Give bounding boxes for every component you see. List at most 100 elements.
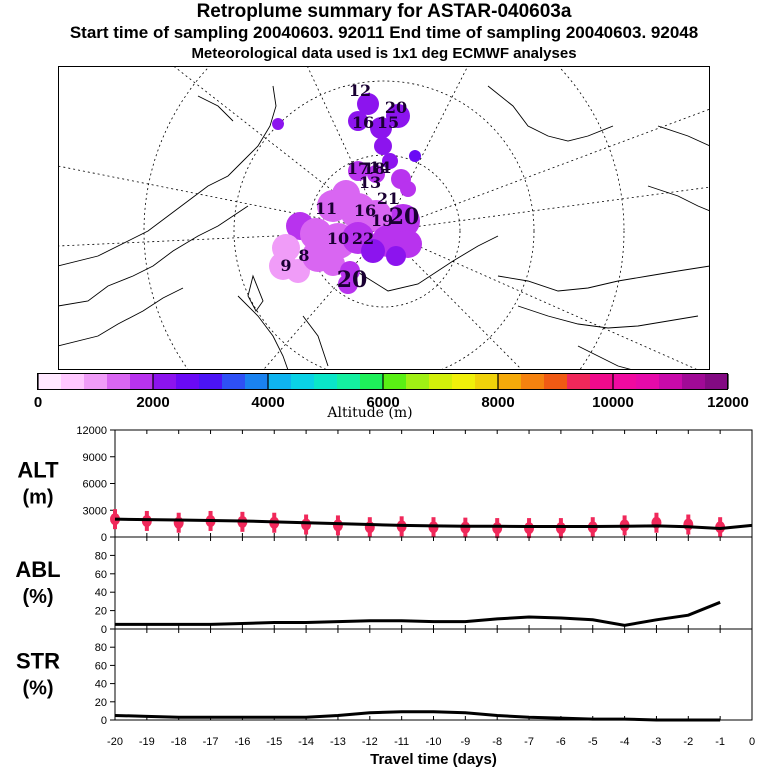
colorbar-cell [682, 374, 706, 389]
day-label: 22 [352, 229, 374, 248]
colorbar-tick-label: 2000 [136, 394, 169, 411]
colorbar-cell [383, 374, 407, 389]
panel-unit: (%) [22, 586, 53, 608]
x-tick-label: -11 [394, 736, 409, 748]
colorbar-cell [636, 374, 660, 389]
day-label: 8 [298, 246, 309, 265]
colorbar-cell [245, 374, 269, 389]
y-tick-label: 0 [101, 532, 107, 544]
colorbar-cell [38, 374, 62, 389]
colorbar-cell [521, 374, 545, 389]
y-tick-label: 12000 [76, 425, 107, 437]
panel-label: ALT [17, 458, 59, 483]
day-label: 19 [371, 211, 393, 230]
day-label: 13 [359, 173, 381, 192]
colorbar-cell [360, 374, 384, 389]
panel-unit: (%) [22, 678, 53, 700]
day-label: 20 [337, 267, 368, 293]
y-tick-label: 80 [95, 642, 107, 654]
met-data-note: Meteorological data used is 1x1 deg ECMW… [191, 45, 577, 62]
day-label: 21 [377, 189, 399, 208]
x-tick-label: -4 [620, 736, 630, 748]
panel-alt: 12000 9000 6000 3000 0 ALT (m) [17, 425, 753, 544]
lat-lon-grid [58, 66, 710, 370]
day-label: 18 [363, 159, 385, 178]
colorbar-tick-label: 10000 [592, 394, 634, 411]
chart-title: Retroplume summary for ASTAR-040603a [196, 1, 572, 22]
altitude-range-bar [558, 518, 563, 539]
day-label: 17 [347, 159, 369, 178]
day-label: 15 [377, 113, 399, 132]
y-tick-label: 40 [95, 679, 107, 691]
colorbar-tick-label: 12000 [707, 394, 749, 411]
panel-abl: 80 60 40 20 0 ABL (%) [15, 536, 753, 636]
y-tick-label: 0 [101, 624, 107, 636]
panel-label: ABL [15, 557, 60, 582]
panel-label: STR [16, 649, 60, 674]
colorbar-cell [268, 374, 292, 389]
y-tick-label: 20 [95, 697, 107, 709]
y-tick-label: 9000 [83, 452, 107, 464]
coastlines [58, 85, 710, 370]
x-tick-label: -5 [588, 736, 598, 748]
colorbar-cell [452, 374, 476, 389]
altitude-range-bar [335, 515, 340, 536]
x-tick-label: -3 [652, 736, 662, 748]
colorbar-cell [337, 374, 361, 389]
colorbar-cell [498, 374, 522, 389]
x-tick-label: -12 [362, 736, 378, 748]
x-tick-label: -13 [330, 736, 346, 748]
colorbar-cell [613, 374, 637, 389]
y-tick-label: 6000 [83, 479, 107, 491]
colorbar-tick-label: 8000 [481, 394, 514, 411]
colorbar-cell [659, 374, 683, 389]
colorbar-tick-label: 4000 [251, 394, 284, 411]
x-tick-label: -17 [203, 736, 219, 748]
colorbar-tick-label: 6000 [366, 394, 399, 411]
x-tick-label: -15 [266, 736, 282, 748]
x-tick-label: -6 [556, 736, 566, 748]
time-series-panels: 120009000600030000ALT(m)806040200ABL(%)8… [15, 425, 755, 768]
day-label: 14 [369, 158, 391, 177]
colorbar-cell [84, 374, 108, 389]
series-line [114, 710, 721, 722]
altitude-range-bar [176, 512, 181, 533]
y-tick-label: 80 [95, 550, 107, 562]
altitude-range-bar [686, 514, 691, 535]
day-label: 20 [389, 204, 420, 230]
altitude-range-bar [527, 518, 532, 539]
panel-unit: (m) [22, 487, 53, 509]
series-line [114, 517, 753, 531]
altitude-range-bar [654, 512, 659, 533]
x-tick-label: -10 [426, 736, 442, 748]
colorbar-cell [475, 374, 499, 389]
x-tick-label: -18 [171, 736, 187, 748]
x-tick-label: -2 [683, 736, 693, 748]
altitude-range-bar [367, 517, 372, 538]
day-label: 16 [352, 113, 374, 132]
altitude-range-bar [495, 518, 500, 539]
day-label: 11 [315, 199, 337, 218]
x-tick-label: -16 [234, 736, 250, 748]
x-tick-label: -19 [139, 736, 155, 748]
day-label: 20 [385, 98, 407, 117]
y-tick-label: 0 [101, 715, 107, 727]
colorbar-cell [567, 374, 591, 389]
colorbar-cell [176, 374, 200, 389]
colorbar-cell [130, 374, 154, 389]
day-label: 16 [354, 201, 376, 220]
x-tick-label: -1 [715, 736, 725, 748]
day-label: 10 [327, 229, 349, 248]
colorbar-cell [199, 374, 223, 389]
day-label: 12 [349, 81, 371, 100]
x-tick-label: -7 [524, 736, 534, 748]
colorbar-cell [705, 374, 729, 389]
x-tick-label: -20 [107, 736, 123, 748]
x-tick-label: 0 [749, 736, 755, 748]
colorbar-cell [61, 374, 85, 389]
colorbar-cell [291, 374, 315, 389]
x-tick-label: -8 [492, 736, 502, 748]
colorbar-cell [222, 374, 246, 389]
